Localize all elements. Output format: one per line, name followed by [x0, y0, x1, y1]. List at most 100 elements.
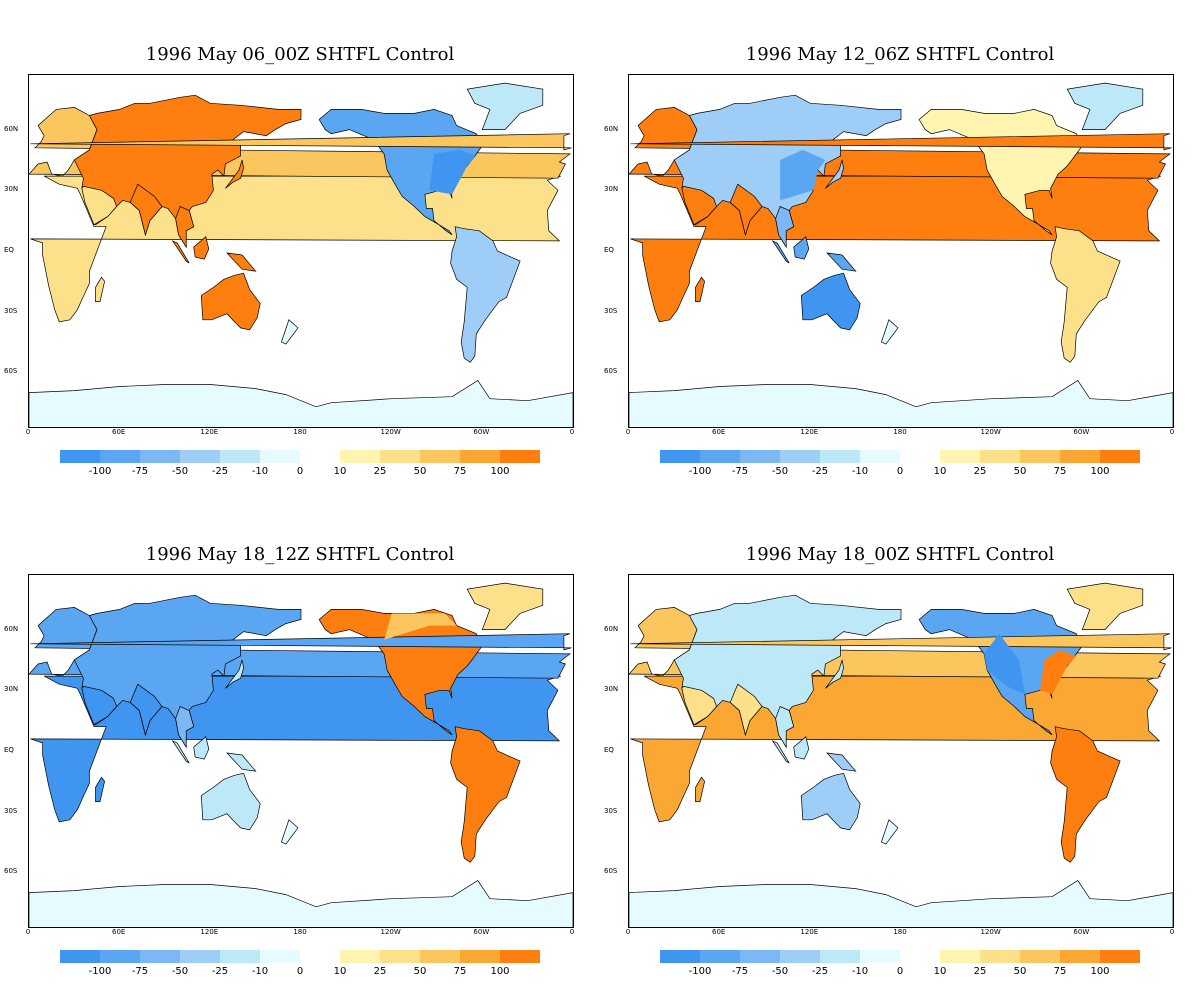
latitude-tick-label: EQ	[4, 246, 14, 254]
landmass-japan	[225, 159, 244, 189]
colorbar-swatch	[140, 950, 180, 963]
colorbar-label: -75	[731, 466, 749, 477]
colorbar-label: 75	[1053, 966, 1067, 977]
colorbar-swatch	[940, 450, 980, 463]
colorbar-swatch	[460, 950, 500, 963]
panel-title: 1996 May 18_00Z SHTFL Control	[745, 544, 1055, 565]
landmass-sumatra	[171, 740, 190, 764]
longitude-tick-label: 0	[625, 928, 631, 936]
colorbar-label: -100	[688, 466, 712, 477]
longitude-tick-label: 0	[569, 428, 575, 436]
landmass-newguinea	[226, 752, 257, 772]
longitude-tick-label: 120E	[800, 928, 819, 936]
landmass-uk	[630, 633, 1172, 651]
colorbar-label: 0	[896, 466, 904, 477]
colorbar-swatch	[1100, 450, 1140, 463]
colorbar-label: 10	[933, 466, 947, 477]
colorbar-label: -10	[251, 966, 269, 977]
landmass-nz	[280, 319, 299, 345]
landmass-sumatra	[771, 240, 790, 264]
colorbar-swatch	[500, 450, 540, 463]
latitude-tick-label: 60N	[604, 124, 619, 133]
colorbar-swatch	[380, 450, 420, 463]
latitude-tick-label: EQ	[604, 746, 614, 754]
longitude-tick-label: 60E	[711, 428, 726, 436]
landmass-arabia	[81, 685, 118, 726]
colorbar-label: -25	[211, 966, 229, 977]
map-frame	[628, 574, 1174, 928]
colorbar-swatch	[60, 950, 100, 963]
colorbar-label: -25	[211, 466, 229, 477]
longitude-tick-label: 60E	[111, 928, 126, 936]
landmass-uk	[30, 633, 572, 651]
landmass-greenland	[466, 582, 544, 630]
colorbar-label: -50	[171, 466, 189, 477]
panel-title: 1996 May 06_00Z SHTFL Control	[145, 44, 455, 65]
colorbar-swatch	[860, 450, 900, 463]
latitude-tick-label: EQ	[4, 746, 14, 754]
landmass-sumatra	[171, 240, 190, 264]
landmass-australia	[800, 272, 861, 331]
panel-title: 1996 May 18_12Z SHTFL Control	[145, 544, 455, 565]
colorbar-label: -25	[811, 466, 829, 477]
panel-title: 1996 May 12_06Z SHTFL Control	[745, 44, 1055, 65]
landmass-india	[729, 183, 763, 237]
colorbar-label: -100	[688, 966, 712, 977]
colorbar-label: 50	[413, 966, 427, 977]
longitude-tick-label: 60W	[1073, 928, 1090, 936]
colorbar-label: 0	[896, 966, 904, 977]
world-map	[629, 82, 1173, 427]
colorbar-label: 25	[373, 466, 387, 477]
colorbar-swatch	[980, 450, 1020, 463]
longitude-tick-label: 120W	[980, 428, 1001, 436]
longitude-tick-label: 180	[893, 428, 907, 436]
landmass-samerica	[1050, 726, 1121, 863]
landmass-nz	[280, 819, 299, 845]
landmass-seasia	[775, 206, 795, 249]
colorbar-label: 25	[973, 966, 987, 977]
landmass-australia	[200, 272, 261, 331]
longitude-tick-label: 60E	[711, 928, 726, 936]
colorbar-swatch	[100, 450, 140, 463]
landmass-madagascar	[95, 776, 105, 802]
colorbar-label: 100	[1090, 966, 1110, 977]
landmass-nz	[880, 319, 899, 345]
latitude-tick-label: 60N	[4, 624, 19, 633]
map-frame	[28, 74, 574, 428]
colorbar-label: 0	[296, 966, 304, 977]
latitude-tick-label: 60N	[4, 124, 19, 133]
colorbar-label: 50	[413, 466, 427, 477]
landmass-arabia	[81, 185, 118, 226]
colorbar-swatch	[660, 450, 700, 463]
landmass-seasia	[175, 706, 195, 749]
landmass-borneo	[793, 236, 810, 260]
colorbar-label: -10	[251, 466, 269, 477]
longitude-tick-label: 60W	[1073, 428, 1090, 436]
landmass-arabia	[681, 685, 718, 726]
latitude-tick-label: 30S	[4, 806, 18, 815]
colorbar-swatch	[700, 950, 740, 963]
landmass-japan	[225, 659, 244, 689]
landmass-borneo	[193, 736, 210, 760]
colorbar-label: -25	[811, 966, 829, 977]
world-map	[29, 82, 573, 427]
longitude-tick-label: 60W	[473, 928, 490, 936]
colorbar-label: 75	[1053, 466, 1067, 477]
latitude-tick-label: 30N	[4, 685, 19, 694]
colorbar-swatch	[340, 950, 380, 963]
latitude-tick-label: 30N	[4, 185, 19, 194]
landmass-antarctica	[629, 880, 1173, 927]
colorbar-label: 100	[490, 466, 510, 477]
colorbar-label: 10	[933, 966, 947, 977]
landmass-antarctica	[29, 380, 573, 427]
world-map	[629, 582, 1173, 927]
longitude-tick-label: 120W	[380, 928, 401, 936]
colorbar-swatch	[860, 950, 900, 963]
colorbar-swatch	[340, 450, 380, 463]
latitude-tick-label: 60S	[4, 867, 18, 876]
latitude-tick-label: 30S	[4, 306, 18, 315]
landmass-seasia	[175, 206, 195, 249]
colorbar-swatch	[1020, 450, 1060, 463]
map-frame	[628, 74, 1174, 428]
colorbar-swatch	[420, 450, 460, 463]
